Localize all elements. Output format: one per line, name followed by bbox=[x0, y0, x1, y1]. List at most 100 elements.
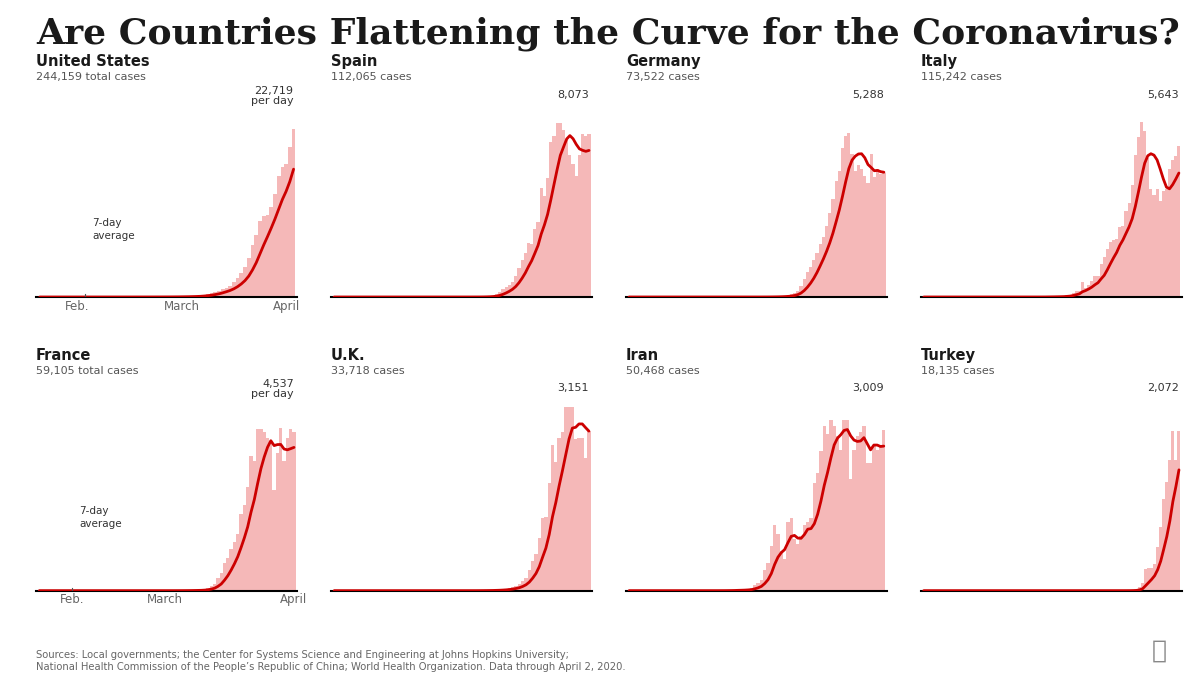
Text: 50,468 cases: 50,468 cases bbox=[626, 366, 700, 376]
Bar bbox=[1144, 569, 1147, 591]
Bar bbox=[832, 198, 834, 297]
Bar bbox=[799, 536, 803, 591]
Bar bbox=[547, 483, 551, 591]
Text: Sources: Local governments; the Center for Systems Science and Engineering at Jo: Sources: Local governments; the Center f… bbox=[36, 650, 625, 672]
Bar bbox=[1128, 202, 1130, 297]
Bar bbox=[556, 124, 559, 297]
Bar bbox=[220, 574, 223, 591]
Bar bbox=[581, 134, 584, 297]
Bar bbox=[812, 261, 816, 297]
Bar bbox=[253, 460, 256, 591]
Bar bbox=[1138, 587, 1141, 591]
Bar bbox=[1121, 226, 1124, 297]
Bar bbox=[1175, 460, 1177, 591]
Bar bbox=[797, 290, 799, 297]
Bar bbox=[754, 585, 756, 591]
Text: U.K.: U.K. bbox=[331, 348, 366, 362]
Bar bbox=[1103, 257, 1105, 297]
Bar bbox=[756, 583, 760, 591]
Bar bbox=[265, 215, 269, 297]
Bar bbox=[859, 433, 863, 591]
Bar bbox=[551, 445, 554, 591]
Bar bbox=[266, 437, 269, 591]
Bar bbox=[1134, 155, 1136, 297]
Text: 3,151: 3,151 bbox=[557, 383, 589, 394]
Bar bbox=[229, 549, 233, 591]
Text: 59,105 total cases: 59,105 total cases bbox=[36, 366, 138, 376]
Bar bbox=[523, 252, 527, 297]
Bar bbox=[542, 196, 546, 297]
Bar bbox=[194, 296, 198, 297]
Bar bbox=[228, 286, 232, 297]
Bar bbox=[1152, 194, 1156, 297]
Bar bbox=[575, 176, 578, 297]
Text: 115,242 cases: 115,242 cases bbox=[920, 72, 1002, 82]
Bar bbox=[240, 273, 244, 297]
Bar bbox=[1130, 184, 1134, 297]
Bar bbox=[564, 406, 568, 591]
Bar bbox=[829, 421, 833, 591]
Bar bbox=[587, 431, 590, 591]
Bar bbox=[1099, 264, 1103, 297]
Bar bbox=[540, 188, 542, 297]
Bar bbox=[836, 435, 839, 591]
Bar bbox=[1068, 294, 1072, 297]
Bar bbox=[262, 216, 265, 297]
Bar bbox=[816, 473, 820, 591]
Bar bbox=[274, 194, 277, 297]
Bar bbox=[1162, 191, 1165, 297]
Bar bbox=[793, 293, 797, 297]
Bar bbox=[1171, 431, 1175, 591]
Bar bbox=[568, 406, 571, 591]
Bar bbox=[809, 267, 812, 297]
Bar bbox=[786, 522, 790, 591]
Bar bbox=[558, 438, 560, 591]
Bar bbox=[282, 462, 286, 591]
Bar bbox=[578, 155, 581, 297]
Text: 7-day
average: 7-day average bbox=[79, 506, 121, 529]
Bar bbox=[292, 129, 295, 297]
Bar bbox=[210, 586, 212, 591]
Bar bbox=[521, 260, 523, 297]
Bar bbox=[504, 589, 508, 591]
Text: Germany: Germany bbox=[626, 54, 701, 69]
Bar bbox=[784, 296, 787, 297]
Bar bbox=[488, 296, 492, 297]
Bar bbox=[1097, 276, 1099, 297]
Text: 33,718 cases: 33,718 cases bbox=[331, 366, 404, 376]
Bar bbox=[743, 590, 746, 591]
Text: 244,159 total cases: 244,159 total cases bbox=[36, 72, 146, 82]
Text: 2,072: 2,072 bbox=[1147, 383, 1178, 394]
Bar bbox=[796, 543, 799, 591]
Bar bbox=[876, 169, 880, 297]
Bar bbox=[1112, 240, 1115, 297]
Bar bbox=[847, 133, 851, 297]
Bar bbox=[524, 578, 528, 591]
Bar bbox=[584, 458, 587, 591]
Bar bbox=[521, 581, 524, 591]
Bar bbox=[527, 242, 530, 297]
Bar bbox=[1075, 291, 1078, 297]
Bar bbox=[799, 286, 803, 297]
Bar bbox=[865, 463, 869, 591]
Text: per day: per day bbox=[251, 389, 294, 400]
Bar bbox=[828, 213, 832, 297]
Bar bbox=[1159, 527, 1163, 591]
Bar bbox=[541, 518, 545, 591]
Text: 5,288: 5,288 bbox=[852, 90, 884, 100]
Bar bbox=[870, 154, 872, 297]
Bar bbox=[1165, 189, 1168, 297]
Bar bbox=[277, 176, 281, 297]
Bar bbox=[806, 272, 809, 297]
Bar bbox=[1109, 242, 1112, 297]
Bar bbox=[776, 535, 780, 591]
Text: 112,065 cases: 112,065 cases bbox=[331, 72, 412, 82]
Bar bbox=[536, 222, 540, 297]
Bar bbox=[806, 522, 809, 591]
Bar bbox=[826, 434, 829, 591]
Bar bbox=[803, 279, 806, 297]
Bar bbox=[240, 514, 242, 591]
Bar bbox=[242, 506, 246, 591]
Bar bbox=[502, 290, 504, 297]
Bar bbox=[210, 294, 214, 297]
